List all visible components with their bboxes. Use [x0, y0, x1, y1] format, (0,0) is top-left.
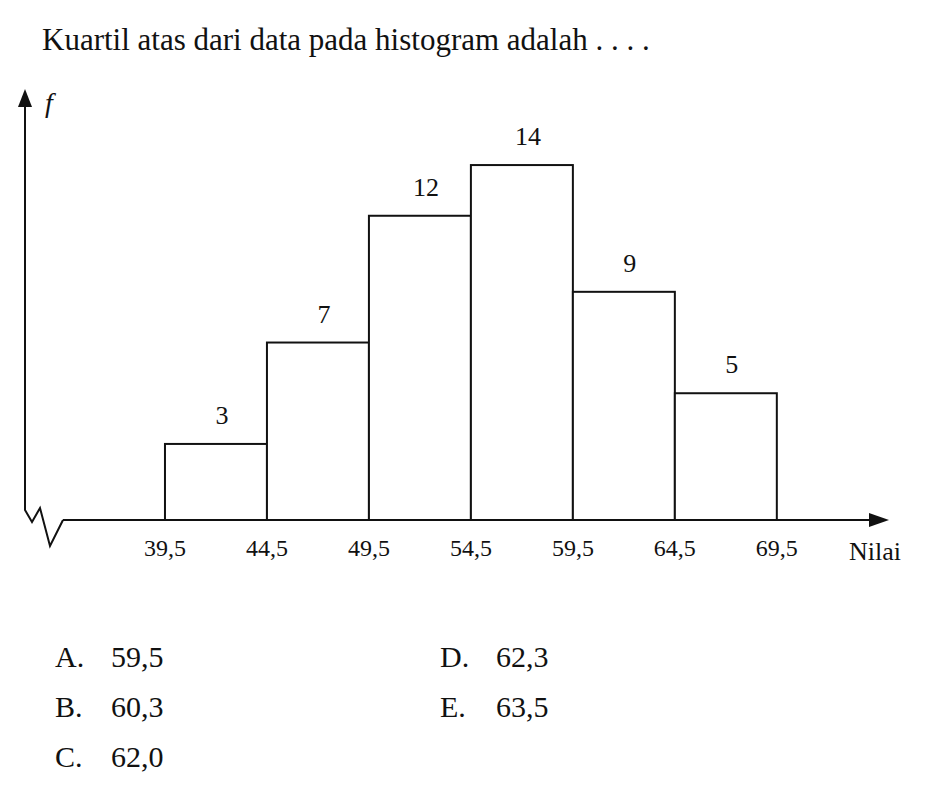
data-label: 7	[317, 300, 330, 329]
option-text: 63,5	[496, 690, 549, 723]
y-axis-label: f	[45, 87, 56, 118]
question-text: Kuartil atas dari data pada histogram ad…	[42, 22, 650, 57]
option-text: 60,3	[111, 690, 164, 723]
histogram-bar	[573, 292, 675, 520]
x-tick-label: 39,5	[144, 535, 186, 561]
option-text: 62,0	[111, 740, 164, 773]
x-tick-label: 44,5	[246, 535, 288, 561]
x-tick-label: 64,5	[654, 535, 696, 561]
option-letter: A.	[55, 640, 84, 673]
x-tick-label: 59,5	[552, 535, 594, 561]
option-letter: C.	[55, 740, 83, 773]
histogram-bar	[165, 444, 267, 520]
page: Kuartil atas dari data pada histogram ad…	[0, 0, 937, 795]
histogram-bar	[675, 393, 777, 520]
option-letter: D.	[440, 640, 469, 673]
y-axis	[25, 95, 63, 546]
option-letter: B.	[55, 690, 83, 723]
x-tick-label: 69,5	[756, 535, 798, 561]
y-axis-arrow	[18, 89, 32, 107]
histogram-bar	[369, 216, 471, 520]
x-tick-label: 49,5	[348, 535, 390, 561]
bars	[165, 165, 777, 520]
histogram-bar	[471, 165, 573, 520]
option-text: 59,5	[111, 640, 164, 673]
x-axis-label: Nilai	[849, 537, 901, 566]
option-text: 62,3	[496, 640, 549, 673]
x-tick-label: 54,5	[450, 535, 492, 561]
histogram-bar	[267, 343, 369, 520]
option-letter: E.	[440, 690, 466, 723]
data-label: 5	[725, 350, 738, 379]
data-label: 9	[623, 249, 636, 278]
data-label: 14	[515, 122, 541, 151]
x-axis-arrow	[869, 513, 889, 527]
data-label: 12	[413, 173, 439, 202]
data-label: 3	[215, 401, 228, 430]
